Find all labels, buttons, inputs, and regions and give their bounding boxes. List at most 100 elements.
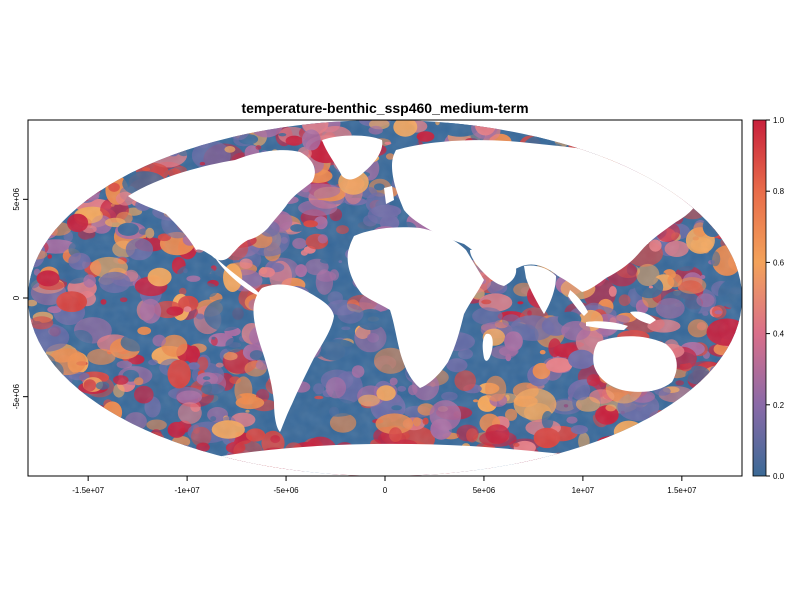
ocean-value-patch <box>58 434 81 464</box>
ocean-value-patch <box>709 205 722 211</box>
ocean-value-patch <box>705 156 725 173</box>
ocean-value-patch <box>709 361 742 390</box>
map-raster <box>28 120 742 476</box>
ocean-value-patch <box>661 147 680 168</box>
ocean-value-patch <box>109 438 142 462</box>
ocean-value-patch <box>58 463 66 473</box>
ocean-value-patch <box>85 441 96 446</box>
ocean-value-patch <box>131 139 160 157</box>
ocean-value-patch <box>127 458 164 476</box>
ocean-value-patch <box>712 206 734 220</box>
ocean-value-patch <box>166 448 193 464</box>
ocean-value-patch <box>596 467 635 476</box>
ocean-value-patch <box>651 415 670 428</box>
ocean-value-patch <box>56 445 76 462</box>
legend-tick-label: 0.6 <box>773 258 785 267</box>
ocean-value-patch <box>223 127 237 134</box>
ocean-value-patch <box>692 151 716 165</box>
ocean-value-patch <box>572 460 589 472</box>
ocean-value-patch <box>178 451 201 476</box>
ocean-value-patch <box>682 432 715 459</box>
ocean-value-patch <box>80 179 86 183</box>
ocean-value-patch <box>47 124 70 155</box>
ocean-value-patch <box>710 376 720 386</box>
y-axis: 5e+06 0 -5e+06 <box>12 188 28 409</box>
ocean-value-patch <box>673 141 702 168</box>
ocean-value-patch <box>685 437 706 450</box>
ocean-value-patch <box>55 120 84 145</box>
ocean-value-patch <box>255 120 266 125</box>
x-tick-label: -1.5e+07 <box>72 486 104 495</box>
ocean-value-patch <box>645 456 672 468</box>
ocean-value-patch <box>728 227 742 244</box>
ocean-value-patch <box>99 445 114 454</box>
ocean-value-patch <box>133 464 163 476</box>
ocean-value-patch <box>643 127 671 149</box>
ocean-value-patch <box>595 120 627 133</box>
land-central-america <box>214 256 262 296</box>
ocean-value-patch <box>638 140 645 145</box>
ocean-value-patch <box>106 449 123 463</box>
ocean-value-patch <box>28 351 39 368</box>
ocean-value-patch <box>28 199 44 215</box>
ocean-value-patch <box>28 456 42 476</box>
y-tick-label: 5e+06 <box>12 188 21 211</box>
ocean-value-patch <box>684 121 709 137</box>
ocean-value-patch <box>94 120 125 135</box>
ocean-value-patch <box>65 453 74 460</box>
ocean-value-patch <box>63 120 84 131</box>
ocean-value-patch <box>30 427 56 447</box>
ocean-value-patch <box>33 443 59 465</box>
ocean-value-patch <box>64 470 90 476</box>
ocean-value-patch <box>28 219 41 234</box>
land-uk <box>384 186 394 204</box>
ocean-value-patch <box>193 122 214 135</box>
land-india <box>524 265 556 314</box>
ocean-value-patch <box>717 412 740 422</box>
ocean-value-patch <box>672 458 690 472</box>
ocean-value-patch <box>106 428 139 442</box>
ocean-value-patch <box>715 187 742 205</box>
ocean-value-patch <box>42 155 84 180</box>
ocean-value-patch <box>610 136 622 146</box>
ocean-value-patch <box>78 463 100 476</box>
ocean-value-patch <box>40 453 61 471</box>
ocean-value-patch <box>689 155 698 159</box>
ocean-value-patch <box>687 147 703 155</box>
ocean-value-patch <box>582 449 606 463</box>
ocean-value-patch <box>43 221 55 233</box>
ocean-value-patch <box>544 122 561 137</box>
ocean-value-patch <box>28 217 52 239</box>
ocean-value-patch <box>595 455 622 472</box>
x-tick-label: -1e+07 <box>175 486 201 495</box>
ocean-value-patch <box>604 453 625 472</box>
ocean-value-patch <box>643 443 653 453</box>
legend-tick-label: 0.0 <box>773 472 785 481</box>
ocean-value-patch <box>123 161 139 170</box>
ocean-value-patch <box>159 444 201 473</box>
ocean-value-patch <box>80 150 94 158</box>
ocean-value-patch <box>114 438 154 457</box>
ocean-value-patch <box>31 217 47 231</box>
ocean-value-patch <box>28 345 36 357</box>
ocean-value-patch <box>522 120 537 127</box>
ocean-value-patch <box>28 356 35 367</box>
ocean-value-patch <box>734 187 742 196</box>
ocean-value-patch <box>170 457 178 467</box>
ocean-value-patch <box>534 468 541 476</box>
ocean-value-patch <box>703 433 727 459</box>
ocean-value-patch <box>714 446 722 452</box>
ocean-value-patch <box>642 450 654 461</box>
ocean-value-patch <box>543 468 550 473</box>
ocean-value-patch <box>656 443 677 460</box>
ocean-value-patch <box>131 458 159 476</box>
ocean-value-patch <box>541 120 563 131</box>
ocean-value-patch <box>67 410 76 417</box>
ocean-value-patch <box>41 206 48 213</box>
x-axis: -1.5e+07 -1e+07 -5e+06 0 5e+06 1e+07 1.5e+07 <box>72 476 697 495</box>
ocean-value-patch <box>694 139 732 154</box>
ocean-value-patch <box>67 158 100 178</box>
ocean-value-patch <box>167 120 209 141</box>
ocean-value-patch <box>698 394 707 403</box>
ocean-value-patch <box>532 120 557 128</box>
